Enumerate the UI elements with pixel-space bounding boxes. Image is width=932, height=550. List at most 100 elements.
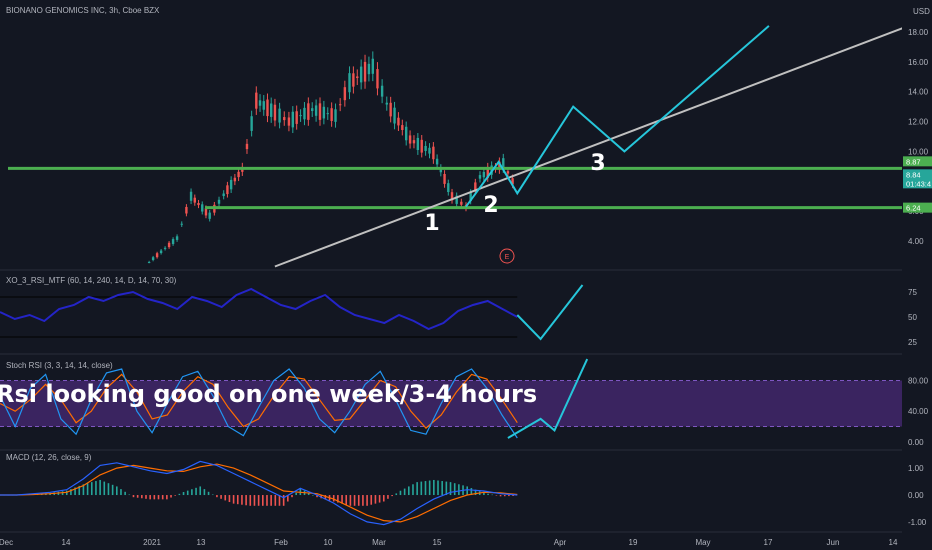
macd-histogram-bar — [207, 491, 210, 496]
price-axis[interactable]: USD 18.0016.0014.0012.0010.008.006.004.0… — [902, 0, 932, 550]
price-candle — [189, 191, 193, 201]
macd-histogram-bar — [103, 481, 106, 496]
price-candle — [338, 104, 342, 106]
macd-histogram-bar — [491, 494, 494, 496]
macd-histogram-bar — [274, 495, 277, 506]
price-candle — [229, 179, 233, 190]
time-axis[interactable]: Dec 14 2021 13 Feb 10 Mar 15 Apr 19 May 17 Jun 14 — [0, 538, 898, 547]
macd-histogram-bar — [228, 495, 231, 503]
macd-histogram-bar — [408, 486, 410, 496]
earnings-event-marker[interactable]: E — [499, 248, 515, 264]
macd-title: MACD (12, 26, close, 9) — [6, 453, 92, 462]
price-candle — [385, 102, 388, 105]
price-candle — [287, 117, 291, 126]
price-badge-label: 8.87 — [906, 157, 921, 166]
price-candle — [460, 201, 463, 205]
time-axis-label: Jun — [827, 538, 840, 547]
price-candle — [439, 168, 443, 173]
time-axis-label: 10 — [324, 538, 333, 547]
macd-histogram-bar — [141, 495, 143, 499]
annotation-banner: Rsi looking good on one week/3-4 hours — [0, 380, 537, 408]
macd-histogram-bar — [153, 495, 156, 500]
macd-histogram-bar — [441, 481, 443, 496]
macd-histogram-bar — [70, 489, 72, 496]
macd-histogram-bar — [291, 495, 293, 498]
macd-histogram-bar — [295, 492, 297, 496]
macd-pane[interactable]: MACD (12, 26, close, 9) — [0, 453, 518, 526]
price-candle — [343, 87, 347, 101]
projection-path[interactable] — [465, 25, 770, 208]
price-candle — [262, 101, 265, 110]
price-candle — [432, 146, 435, 160]
macd-histogram-bar — [466, 486, 469, 496]
macd-histogram-bar — [428, 480, 431, 496]
price-badge — [903, 156, 932, 167]
price-candle — [352, 73, 355, 87]
macd-histogram-bar — [136, 495, 139, 498]
price-candle — [455, 195, 458, 204]
price-candle — [486, 166, 489, 178]
macd-histogram-bar — [278, 495, 281, 506]
price-pane[interactable]: 1 2 3 E BIONANO GENOMICS INC, 3h, Cboe B… — [6, 6, 932, 268]
stoch-projection-path[interactable] — [507, 358, 589, 439]
macd-histogram-bar — [157, 495, 160, 500]
pane-tick-label: 40.00 — [908, 407, 929, 416]
rsi-series-line — [0, 287, 518, 331]
macd-histogram-bar — [236, 495, 239, 505]
macd-histogram-bar — [270, 495, 272, 506]
price-badge — [903, 202, 932, 213]
price-candle — [447, 183, 450, 193]
price-candle — [443, 173, 446, 184]
price-candle — [478, 175, 482, 179]
macd-histogram-bar — [262, 495, 264, 506]
pane-tick-label: 75 — [908, 288, 917, 297]
price-candle — [291, 111, 295, 128]
stoch-rsi-pane[interactable]: Stoch RSI (3, 3, 14, 14, close) Rsi look… — [0, 358, 902, 439]
macd-histogram-bar — [437, 480, 439, 496]
price-tick-label: 10.00 — [908, 147, 929, 156]
price-candle — [307, 103, 310, 120]
macd-histogram-bar — [445, 481, 448, 496]
price-badge-label: 6.24 — [906, 204, 921, 213]
macd-histogram-bar — [357, 495, 360, 506]
macd-histogram-bar — [399, 490, 402, 496]
price-candle — [283, 117, 286, 121]
price-candle — [380, 85, 384, 97]
rsi-mtf-pane[interactable]: XO_3_RSI_MTF (60, 14, 240, 14, D, 14, 70… — [0, 276, 584, 341]
macd-histogram-bar — [107, 483, 110, 496]
price-candle — [163, 247, 167, 249]
stoch-tick-labels: 80.00 40.00 0.00 — [908, 377, 929, 447]
rsi-projection-path[interactable] — [516, 284, 584, 341]
time-axis-label: Apr — [554, 538, 567, 547]
price-candle — [435, 158, 439, 165]
macd-histogram-bar — [132, 495, 135, 498]
macd-histogram-bar — [287, 495, 289, 502]
price-candle — [185, 206, 188, 214]
price-candle — [299, 115, 302, 117]
price-candle — [245, 143, 249, 150]
macd-histogram-bar — [349, 495, 352, 506]
price-candle — [197, 202, 200, 206]
price-candle — [322, 106, 326, 119]
macd-histogram-bar — [195, 487, 197, 496]
macd-histogram-bar — [416, 482, 418, 496]
trendline[interactable] — [274, 16, 932, 268]
pane-tick-label: 80.00 — [908, 377, 929, 386]
macd-histogram-bar — [191, 489, 193, 496]
price-candle — [217, 199, 221, 204]
time-axis-label: May — [695, 538, 710, 547]
price-candle — [506, 171, 510, 174]
stoch-band — [0, 380, 902, 427]
macd-histogram-bar — [470, 488, 473, 496]
price-tick-label: 16.00 — [908, 58, 929, 67]
price-candle — [258, 100, 262, 106]
macd-histogram-bar — [508, 495, 510, 497]
price-candle — [155, 253, 159, 258]
macd-histogram-bar — [332, 495, 335, 502]
macd-histogram-bar — [483, 492, 485, 496]
macd-histogram-bar — [474, 489, 477, 496]
macd-histogram-bar — [170, 495, 172, 498]
macd-signal-line — [0, 463, 518, 523]
price-candle — [201, 204, 204, 212]
